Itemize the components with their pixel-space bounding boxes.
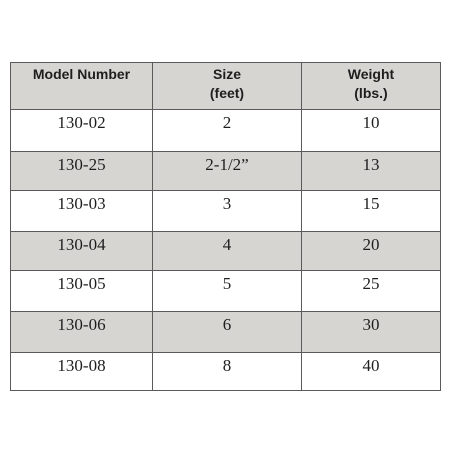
cell-model: 130-04 [10, 231, 153, 271]
table-row: 130-08 8 40 [10, 352, 441, 391]
cell-size: 4 [152, 231, 302, 271]
table-row: 130-04 4 20 [10, 231, 441, 271]
cell-model: 130-02 [10, 109, 153, 152]
table-row: 130-02 2 10 [10, 109, 441, 152]
cell-size: 8 [152, 352, 302, 391]
cell-weight: 25 [301, 270, 441, 312]
header-model-number: Model Number [10, 62, 153, 110]
cell-size: 6 [152, 311, 302, 353]
header-weight-label: Weight [347, 66, 395, 82]
cell-weight: 10 [301, 109, 441, 152]
table-row: 130-25 2-1/2” 13 [10, 151, 441, 191]
header-model-number-label: Model Number [32, 66, 131, 82]
cell-model: 130-03 [10, 190, 153, 232]
cell-size: 2 [152, 109, 302, 152]
cell-model: 130-05 [10, 270, 153, 312]
spec-table: Model Number Size (feet) Weight (lbs.) 1… [10, 62, 441, 391]
cell-weight: 30 [301, 311, 441, 353]
cell-weight: 40 [301, 352, 441, 391]
cell-model: 130-08 [10, 352, 153, 391]
cell-size: 5 [152, 270, 302, 312]
cell-weight: 15 [301, 190, 441, 232]
cell-size: 2-1/2” [152, 151, 302, 191]
cell-weight: 13 [301, 151, 441, 191]
header-weight: Weight (lbs.) [301, 62, 441, 110]
header-size-label: Size [212, 66, 241, 82]
header-size-unit: (feet) [209, 85, 245, 101]
table-row: 130-03 3 15 [10, 190, 441, 232]
spec-table-container: Model Number Size (feet) Weight (lbs.) 1… [10, 62, 441, 393]
header-weight-unit: (lbs.) [354, 85, 388, 101]
cell-model: 130-06 [10, 311, 153, 353]
header-size: Size (feet) [152, 62, 302, 110]
cell-size: 3 [152, 190, 302, 232]
cell-weight: 20 [301, 231, 441, 271]
table-row: 130-05 5 25 [10, 270, 441, 312]
cell-model: 130-25 [10, 151, 153, 191]
table-header-row: Model Number Size (feet) Weight (lbs.) [10, 62, 441, 110]
table-row: 130-06 6 30 [10, 311, 441, 353]
